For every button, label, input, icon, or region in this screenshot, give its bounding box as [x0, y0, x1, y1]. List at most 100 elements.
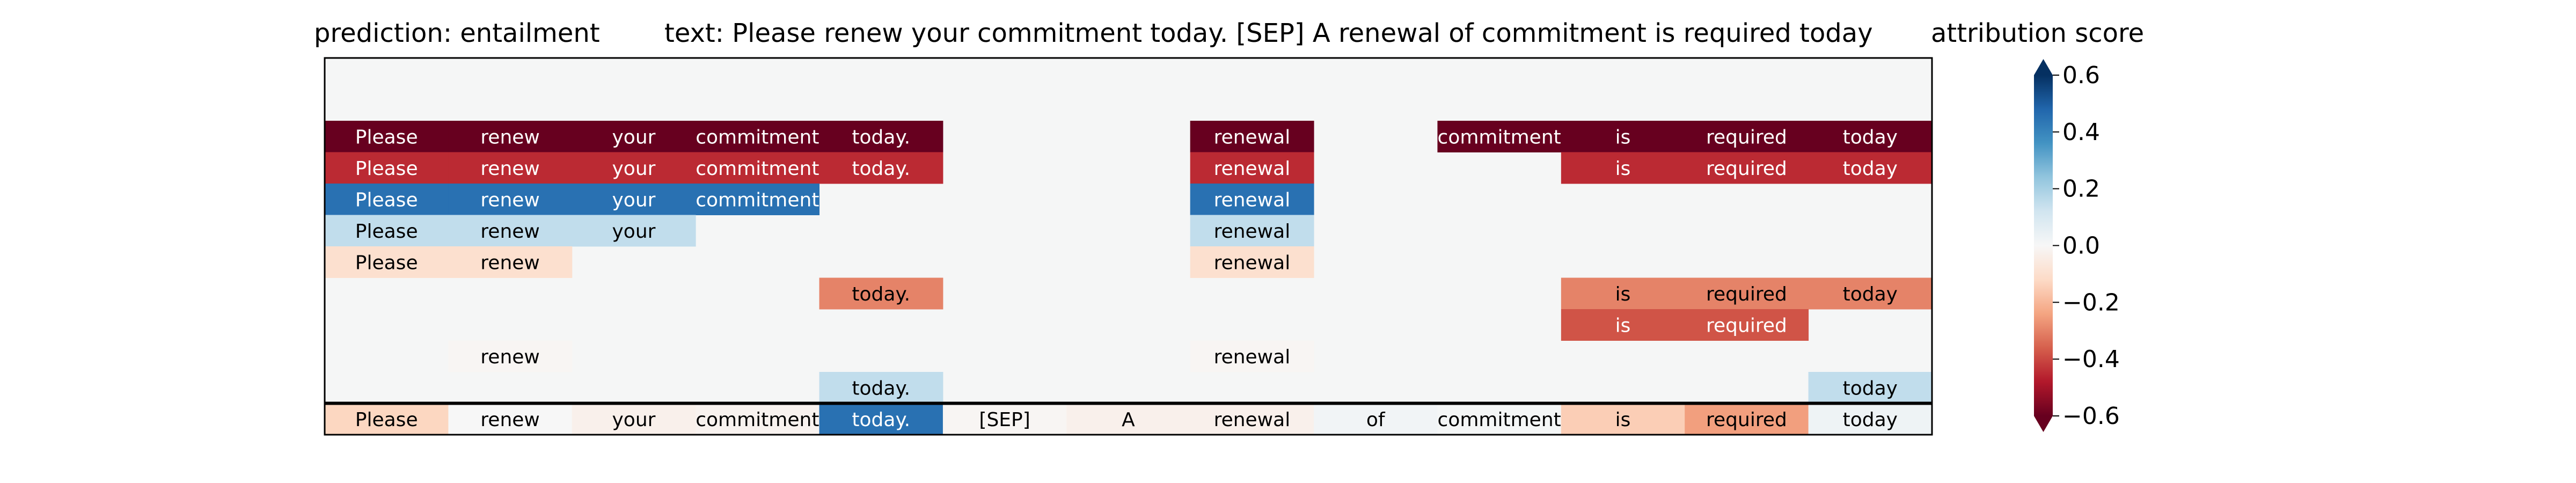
cell-token-label: Please [355, 409, 418, 431]
cell-token-label: renewal [1214, 252, 1291, 274]
heatmap-cell: required [1685, 309, 1809, 341]
heatmap-cell: is [1561, 403, 1685, 435]
heatmap-cell: renew [448, 403, 573, 435]
heatmap-cell: renewal [1190, 215, 1314, 247]
cell-token-label: today. [852, 158, 910, 180]
cell-token-label: renewal [1214, 189, 1291, 211]
heatmap-cell: today [1808, 403, 1933, 435]
heatmap-cell: is [1561, 309, 1685, 341]
heatmap-cell: is [1561, 277, 1685, 310]
heatmap-cell: of [1314, 403, 1438, 435]
cell-token-label: today. [852, 377, 910, 399]
colorbar-tick: 0.4 [2053, 119, 2100, 146]
heatmap-cell: renewal [1190, 184, 1314, 215]
colorbar-label: attribution score [1931, 18, 2144, 48]
cell-token-label: required [1706, 158, 1787, 180]
colorbar-min-extend [2034, 416, 2053, 432]
heatmap-cell: Please [325, 403, 449, 435]
cell-token-label: commitment [696, 409, 819, 431]
heatmap-cell: Please [325, 246, 449, 278]
cell-token-label: Please [355, 126, 418, 148]
cell-token-label: required [1706, 314, 1787, 336]
heatmap-cell: renewal [1190, 246, 1314, 278]
cell-token-label: is [1615, 158, 1631, 180]
heatmap-cell: today [1808, 121, 1933, 152]
cell-token-label: today [1843, 283, 1898, 305]
heatmap-frame [324, 57, 1933, 436]
cell-token-label: commitment [696, 126, 819, 148]
heatmap-cell: renew [448, 184, 573, 215]
cell-token-label: A [1122, 409, 1135, 431]
cell-token-label: [SEP] [979, 409, 1030, 431]
cell-token-label: Please [355, 158, 418, 180]
cell-token-label: renewal [1214, 158, 1291, 180]
text-title: text: Please renew your commitment today… [664, 18, 1873, 48]
cell-token-label: is [1615, 409, 1631, 431]
colorbar-tick-label: −0.4 [2062, 346, 2120, 373]
cell-token-label: renew [480, 189, 540, 211]
heatmap-cell: today [1808, 152, 1933, 184]
heatmap-cell: Please [325, 121, 449, 152]
cell-token-label: today [1843, 126, 1898, 148]
heatmap-cell: your [572, 184, 696, 215]
heatmap-cell: today [1808, 277, 1933, 310]
heatmap-cell: Please [325, 184, 449, 215]
cell-token-label: your [612, 409, 655, 431]
cell-token-label: your [612, 221, 655, 243]
heatmap-cell: your [572, 403, 696, 435]
heatmap-cell: required [1685, 121, 1809, 152]
heatmap-cell: commitment [1437, 121, 1562, 152]
heatmap-cell: today. [819, 121, 943, 152]
cell-token-label: renew [480, 409, 540, 431]
heatmap-cell: today. [819, 277, 943, 310]
colorbar-tick-label: 0.4 [2062, 119, 2100, 146]
cell-token-label: Please [355, 252, 418, 274]
heatmap-cell: your [572, 215, 696, 247]
heatmap-cell: commitment [696, 403, 820, 435]
cell-token-label: is [1615, 314, 1631, 336]
heatmap-cell: renewal [1190, 403, 1314, 435]
cell-token-label: today [1843, 409, 1898, 431]
cell-token-label: renewal [1214, 126, 1291, 148]
heatmap-cell: required [1685, 152, 1809, 184]
cell-token-label: commitment [1438, 409, 1561, 431]
cell-token-label: required [1706, 283, 1787, 305]
cell-token-label: today [1843, 158, 1898, 180]
cell-token-label: renew [480, 158, 540, 180]
heatmap-cell: renew [448, 121, 573, 152]
cell-token-label: commitment [696, 189, 819, 211]
cell-token-label: renew [480, 221, 540, 243]
cell-token-label: today. [852, 126, 910, 148]
cell-token-label: today. [852, 283, 910, 305]
heatmap-cell: is [1561, 121, 1685, 152]
colorbar-max-extend [2034, 59, 2053, 75]
colorbar-tick-label: −0.2 [2062, 289, 2120, 316]
heatmap-cell: today. [819, 372, 943, 404]
colorbar: 0.6 0.4 0.2 0.0 −0.2 −0.4 −0.6 [2034, 59, 2120, 432]
cell-token-label: required [1706, 409, 1787, 431]
colorbar-tick-label: 0.2 [2062, 175, 2100, 203]
cell-token-label: today. [852, 409, 910, 431]
heatmap-cell: required [1685, 277, 1809, 310]
cell-token-label: commitment [1438, 126, 1561, 148]
heatmap-cell: renew [448, 340, 573, 372]
colorbar-tick: −0.6 [2053, 402, 2120, 430]
cell-token-label: renew [480, 252, 540, 274]
colorbar-tick: 0.0 [2053, 232, 2100, 260]
heatmap-cell: required [1685, 403, 1809, 435]
heatmap-cell: today [1808, 372, 1933, 404]
cell-token-label: commitment [696, 158, 819, 180]
colorbar-tick-label: 0.6 [2062, 62, 2100, 89]
cell-token-label: renew [480, 126, 540, 148]
heatmap-cell: renewal [1190, 121, 1314, 152]
heatmap-cell: commitment [696, 184, 820, 215]
heatmap-cell: renew [448, 246, 573, 278]
cell-token-label: your [612, 126, 655, 148]
heatmap-cell: today. [819, 152, 943, 184]
colorbar-tick: −0.2 [2053, 289, 2120, 316]
colorbar-tick: 0.2 [2053, 175, 2100, 203]
cell-token-label: is [1615, 283, 1631, 305]
heatmap-cell: renewal [1190, 152, 1314, 184]
colorbar-gradient [2034, 75, 2053, 416]
